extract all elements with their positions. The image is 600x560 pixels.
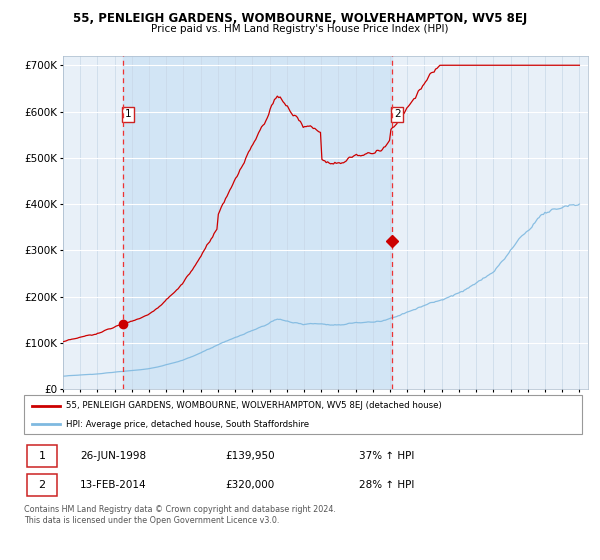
Text: 13-FEB-2014: 13-FEB-2014: [80, 480, 146, 490]
Text: 28% ↑ HPI: 28% ↑ HPI: [359, 480, 414, 490]
Text: 26-JUN-1998: 26-JUN-1998: [80, 451, 146, 461]
Bar: [123, 56, 392, 389]
Text: Price paid vs. HM Land Registry's House Price Index (HPI): Price paid vs. HM Land Registry's House …: [151, 24, 449, 34]
Text: 55, PENLEIGH GARDENS, WOMBOURNE, WOLVERHAMPTON, WV5 8EJ: 55, PENLEIGH GARDENS, WOMBOURNE, WOLVERH…: [73, 12, 527, 25]
Text: 55, PENLEIGH GARDENS, WOMBOURNE, WOLVERHAMPTON, WV5 8EJ (detached house): 55, PENLEIGH GARDENS, WOMBOURNE, WOLVERH…: [66, 402, 442, 410]
Text: £320,000: £320,000: [225, 480, 274, 490]
Text: 37% ↑ HPI: 37% ↑ HPI: [359, 451, 414, 461]
Text: 1: 1: [38, 451, 46, 461]
Text: 1: 1: [125, 109, 131, 119]
FancyBboxPatch shape: [27, 474, 58, 496]
FancyBboxPatch shape: [24, 395, 582, 434]
Text: £139,950: £139,950: [225, 451, 275, 461]
Text: HPI: Average price, detached house, South Staffordshire: HPI: Average price, detached house, Sout…: [66, 419, 309, 429]
Text: 2: 2: [394, 109, 401, 119]
Text: 2: 2: [38, 480, 46, 490]
FancyBboxPatch shape: [27, 445, 58, 466]
Text: Contains HM Land Registry data © Crown copyright and database right 2024.
This d: Contains HM Land Registry data © Crown c…: [24, 505, 336, 525]
